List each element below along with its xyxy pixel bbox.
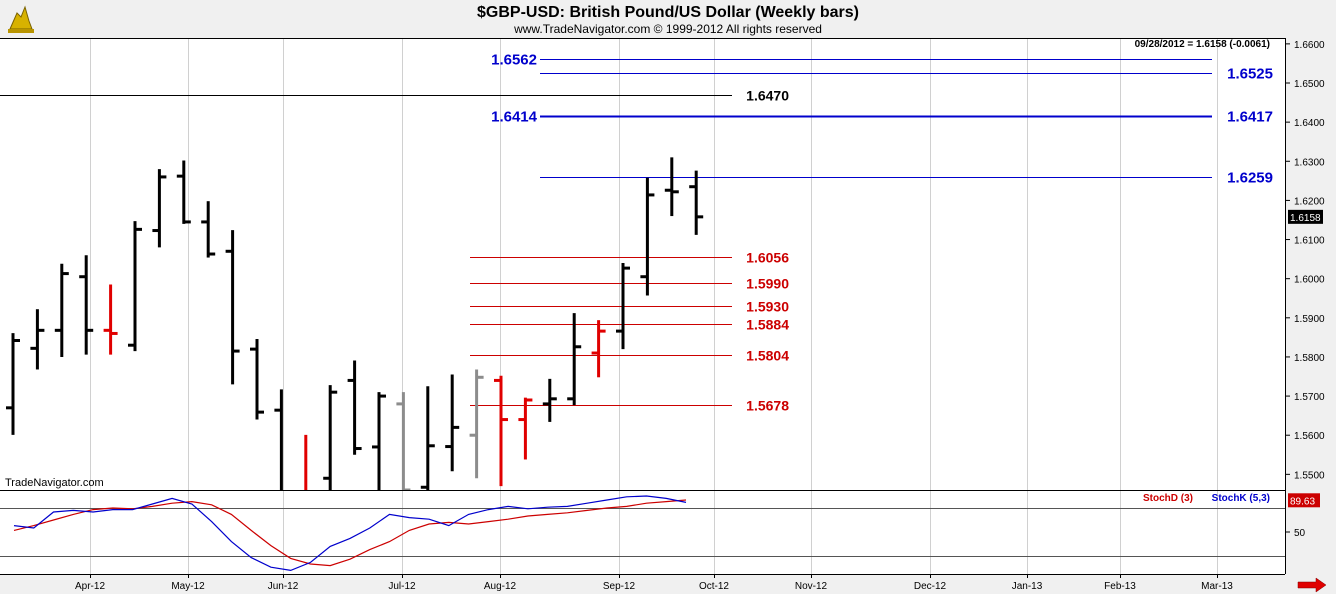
ohlc-bar	[304, 434, 308, 490]
price-tick-label: 1.6400	[1294, 118, 1325, 129]
ohlc-bar	[274, 389, 283, 490]
month-label: Apr-12	[75, 581, 105, 592]
last-quote-readout: 09/28/2012 = 1.6158 (-0.0061)	[1135, 39, 1270, 50]
stochastic-plot-area	[0, 490, 1285, 574]
level-lines: 1.6562 1.6525 1.6470 1.6414 1.6417 1.6259 1.60…	[0, 52, 1273, 414]
price-tick-label: 1.5800	[1294, 353, 1325, 364]
stochd-legend: StochD (3)	[1143, 493, 1193, 504]
month-label: Oct-12	[699, 581, 729, 592]
month-label: May-12	[171, 581, 205, 592]
ohlc-bar	[103, 284, 118, 355]
ohlc-bar	[616, 263, 630, 350]
ohlc-bars	[6, 157, 704, 490]
level-label: 1.5678	[746, 398, 789, 414]
month-label: Dec-12	[914, 581, 947, 592]
month-label: Jul-12	[388, 581, 416, 592]
level-label: 1.6259	[1227, 170, 1273, 187]
month-label: Jun-12	[268, 581, 299, 592]
month-label: Sep-12	[603, 581, 636, 592]
ohlc-bar	[689, 170, 704, 235]
level-label: 1.6525	[1227, 66, 1273, 83]
price-tick-label: 1.6600	[1294, 40, 1325, 51]
ohlc-bar	[176, 160, 191, 224]
level-label: 1.5884	[746, 317, 789, 333]
ohlc-bar	[542, 378, 557, 422]
ohlc-bar	[54, 263, 69, 357]
stochastic-panel: 50 89.63	[0, 493, 1320, 572]
ohlc-bar	[6, 333, 20, 435]
price-tick-label: 1.5600	[1294, 431, 1325, 442]
price-tick-label: 1.6300	[1294, 157, 1325, 168]
level-label: 1.6562	[491, 52, 537, 69]
price-tick-label: 1.5900	[1294, 314, 1325, 325]
ohlc-bar	[469, 369, 484, 479]
ohlc-bar	[225, 230, 240, 385]
ohlc-bar	[152, 169, 167, 248]
ohlc-bar	[445, 374, 460, 472]
scroll-right-arrow-icon[interactable]	[1297, 577, 1327, 593]
ohlc-bar	[79, 255, 94, 355]
level-label: 1.6470	[746, 88, 789, 104]
month-label: Aug-12	[484, 581, 517, 592]
copyright-notice: www.TradeNavigator.com © 1999-2012 All r…	[513, 22, 822, 36]
level-label: 1.6056	[746, 250, 789, 266]
ohlc-bar	[201, 201, 216, 258]
watermark: TradeNavigator.com	[5, 477, 104, 489]
ohlc-bar	[128, 221, 142, 352]
price-tick-label: 1.5700	[1294, 392, 1325, 403]
plot-borders	[0, 38, 1286, 575]
ohlc-bar	[664, 157, 679, 217]
month-label: Feb-13	[1104, 581, 1136, 592]
ohlc-bar	[30, 309, 45, 370]
level-label: 1.5804	[746, 348, 789, 364]
stoch-last-value-label: 89.63	[1290, 496, 1315, 507]
ohlc-bar	[420, 386, 435, 490]
price-plot-area	[0, 38, 1285, 490]
trade-navigator-logo-icon	[8, 5, 34, 33]
ohlc-bar	[347, 360, 362, 455]
time-axis: Apr-12 May-12 Jun-12 Jul-12 Aug-12 Sep-12 Oct-…	[75, 574, 1233, 592]
ohlc-bar	[567, 313, 582, 406]
stoch-last-value-marker	[1288, 493, 1320, 508]
stochk-line	[13, 495, 687, 572]
ohlc-bar	[323, 385, 338, 490]
month-label: Jan-13	[1012, 581, 1043, 592]
price-tick-label: 1.6500	[1294, 79, 1325, 90]
price-tick-label: 1.5500	[1294, 470, 1325, 481]
level-label: 1.6417	[1227, 109, 1273, 126]
level-label: 1.6414	[491, 109, 538, 126]
last-price-label: 1.6158	[1290, 213, 1321, 224]
stochd-line	[13, 499, 687, 567]
price-tick-label: 1.6100	[1294, 236, 1325, 247]
price-tick-label: 1.6000	[1294, 275, 1325, 286]
ohlc-bar	[591, 320, 606, 378]
ohlc-bar	[396, 392, 411, 490]
ohlc-bar	[372, 392, 386, 490]
stochk-legend: StochK (5,3)	[1212, 493, 1270, 504]
ohlc-bar	[518, 397, 533, 460]
level-label: 1.5930	[746, 299, 789, 315]
last-price-marker	[1288, 209, 1323, 224]
ohlc-bar	[494, 375, 508, 487]
level-label: 1.5990	[746, 276, 789, 292]
chart-title: $GBP-USD: British Pound/US Dollar (Weekl…	[477, 4, 859, 21]
stoch-axis-label: 50	[1294, 528, 1306, 539]
month-label: Mar-13	[1201, 581, 1233, 592]
price-axis: 1.6600 1.6500 1.6400 1.6300 1.6200 1.6100 1.60…	[1285, 40, 1325, 481]
ohlc-bar	[640, 177, 655, 296]
ohlc-bar	[250, 338, 264, 420]
month-label: Nov-12	[795, 581, 828, 592]
price-tick-label: 1.6200	[1294, 196, 1325, 207]
vertical-gridlines	[90, 38, 1218, 574]
